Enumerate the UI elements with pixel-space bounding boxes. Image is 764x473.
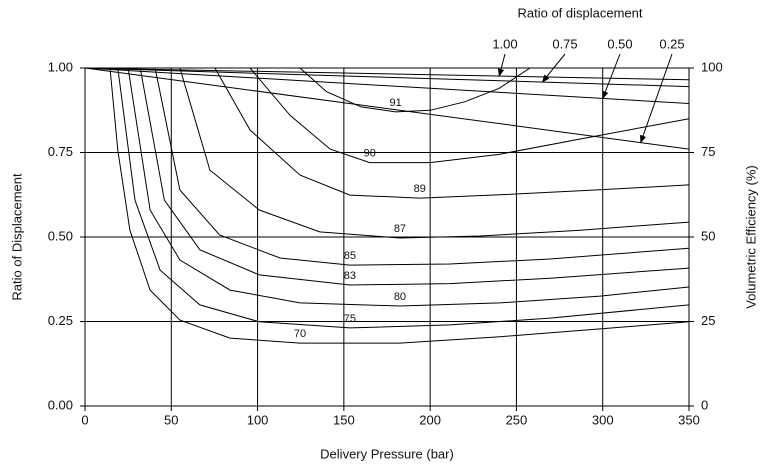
series-line (84, 67, 690, 88)
legend-arrow (541, 53, 566, 83)
contour-label: 87 (394, 223, 406, 235)
series-line (127, 67, 690, 307)
series-line (214, 67, 690, 199)
y2-tick-label: 25 (701, 313, 715, 328)
contour-label: 91 (390, 97, 402, 109)
x-tick-label: 300 (592, 412, 614, 427)
contour-label: 80 (394, 291, 406, 303)
y2-tick-label: 75 (701, 144, 715, 159)
series-line (117, 67, 690, 329)
y2-tick-label: 100 (701, 59, 723, 74)
legend-arrow (640, 53, 673, 144)
x-tick-label: 0 (81, 412, 88, 427)
legend-arrow (602, 53, 621, 100)
series-line (84, 67, 690, 150)
y-tick-label: 0.00 (48, 397, 73, 412)
x-axis-title: Delivery Pressure (bar) (320, 446, 454, 461)
legend-label: 1.00 (492, 36, 517, 51)
x-tick-label: 250 (506, 412, 528, 427)
y2-tick-label: 50 (701, 228, 715, 243)
legend-label: 0.75 (552, 36, 577, 51)
series-line (154, 67, 690, 266)
y2-tick-label: 0 (701, 397, 708, 412)
contour-label: 70 (294, 328, 306, 340)
x-tick-label: 150 (333, 412, 355, 427)
series-line (299, 67, 531, 113)
series-line (84, 67, 690, 104)
x-tick-label: 200 (419, 412, 441, 427)
legend-arrow (497, 53, 506, 77)
x-tick-label: 50 (164, 412, 178, 427)
y-tick-label: 0.75 (48, 144, 73, 159)
series-line (179, 67, 690, 239)
contour-label: 90 (364, 148, 376, 160)
legend-label: 0.25 (659, 36, 684, 51)
contour-label: 75 (344, 313, 356, 325)
contour-label: 83 (344, 270, 356, 282)
contour-label: 85 (344, 250, 356, 262)
series-line (109, 67, 690, 344)
x-tick-label: 100 (247, 412, 269, 427)
x-tick-label: 350 (678, 412, 700, 427)
legend-label: 0.50 (607, 36, 632, 51)
legend-title: Ratio of displacement (517, 5, 642, 20)
series-line (249, 67, 690, 164)
contour-label: 89 (414, 183, 426, 195)
y-axis-title: Ratio of Displacement (9, 173, 24, 301)
y-tick-label: 0.25 (48, 313, 73, 328)
series-line (84, 67, 690, 81)
y2-axis-title: Volumetric Efficiency (%) (743, 165, 758, 309)
y-tick-label: 0.50 (48, 228, 73, 243)
y-tick-label: 1.00 (48, 59, 73, 74)
series-line (139, 67, 690, 286)
